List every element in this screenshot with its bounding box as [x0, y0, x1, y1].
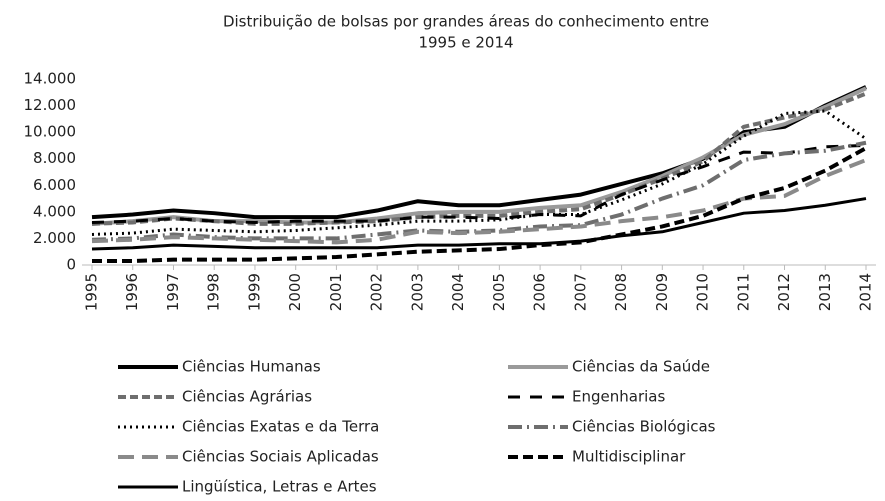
x-tick-label: 2014 [857, 273, 875, 311]
y-tick-label: 0 [66, 256, 76, 274]
legend-label: Ciências Exatas e da Terra [182, 418, 379, 436]
x-tick-label: 2012 [775, 273, 793, 311]
x-tick-label: 2002 [368, 273, 386, 311]
legend-label: Ciências Humanas [182, 358, 321, 376]
series-line [91, 140, 867, 242]
x-tick-label: 2007 [571, 273, 589, 311]
x-tick-label: 2001 [327, 273, 345, 311]
legend-label: Multidisciplinar [572, 448, 686, 466]
y-tick-label: 4.000 [33, 202, 76, 220]
x-tick-label: 2010 [694, 273, 712, 311]
series-line [91, 197, 867, 251]
x-tick-label: 2000 [286, 273, 304, 311]
x-tick-label: 1998 [205, 273, 223, 311]
series-line [91, 158, 867, 245]
y-tick-label: 12.000 [24, 96, 77, 114]
legend-label: Ciências Sociais Aplicadas [182, 448, 379, 466]
legend-label: Ciências Biológicas [572, 418, 716, 436]
chart-title: 1995 e 2014 [418, 34, 513, 52]
y-tick-label: 6.000 [33, 176, 76, 194]
x-tick-label: 2009 [653, 273, 671, 311]
x-tick-label: 1996 [123, 273, 141, 311]
chart-title: Distribuição de bolsas por grandes áreas… [223, 13, 709, 31]
y-tick-label: 8.000 [33, 149, 76, 167]
x-tick-label: 2003 [408, 273, 426, 311]
x-tick-label: 2006 [531, 273, 549, 311]
legend-label: Ciências Agrárias [182, 388, 312, 406]
y-tick-label: 10.000 [24, 123, 77, 141]
series-line [91, 86, 867, 226]
x-tick-label: 2004 [449, 273, 467, 311]
x-tick-label: 2008 [612, 273, 630, 311]
x-tick-label: 1997 [164, 273, 182, 311]
legend-label: Ciências da Saúde [572, 358, 710, 376]
series-line [91, 91, 867, 226]
x-tick-label: 1995 [83, 273, 101, 311]
y-tick-label: 2.000 [33, 229, 76, 247]
y-tick-label: 14.000 [24, 70, 77, 88]
legend-label: Lingüística, Letras e Artes [182, 478, 377, 496]
series-line [92, 146, 867, 264]
x-tick-label: 2013 [816, 273, 834, 311]
x-tick-label: 2005 [490, 273, 508, 311]
x-tick-label: 2011 [734, 273, 752, 311]
legend-label: Engenharias [572, 388, 665, 406]
x-tick-label: 1999 [245, 273, 263, 311]
